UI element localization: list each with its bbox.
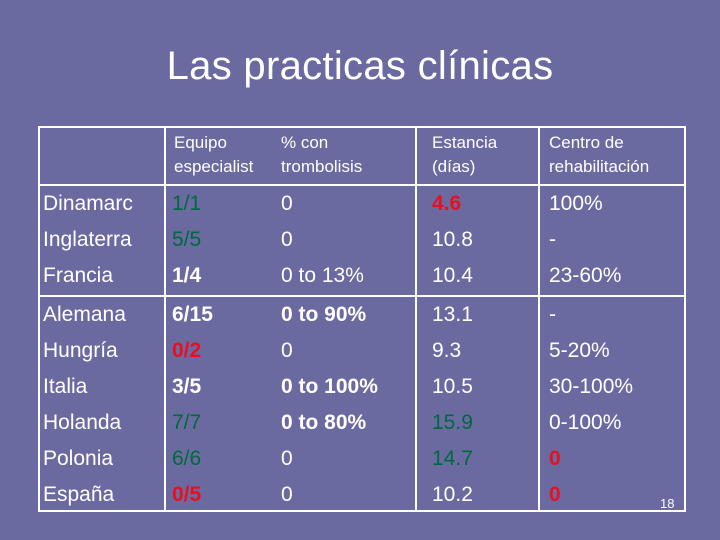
table-border-right [684,126,686,512]
header-equipo: Equipo especialist [174,133,254,176]
equipo-cell: 6/6 [172,447,202,470]
trombolisis-cell: 0 [281,483,293,506]
centro-cell: 100% [549,192,603,215]
column-divider [415,126,417,512]
header-divider [38,184,686,186]
column-divider [164,126,166,512]
centro-cell: 23-60% [549,264,622,287]
estancia-cell: 10.8 [432,228,473,251]
centro-cell: 0-100% [549,411,622,434]
country-cell: Holanda [43,411,122,434]
equipo-cell: 0/5 [172,483,202,506]
country-cell: Hungría [43,339,118,362]
estancia-cell: 10.5 [432,375,473,398]
trombolisis-cell: 0 to 90% [281,303,367,326]
table-border-bottom [38,510,686,512]
estancia-cell: 4.6 [432,192,462,215]
trombolisis-cell: 0 [281,192,293,215]
country-cell: Dinamarc [43,192,133,215]
table-border-left [38,126,40,512]
equipo-cell: 0/2 [172,339,202,362]
estancia-cell: 14.7 [432,447,473,470]
column-divider [538,126,540,512]
estancia-cell: 10.4 [432,264,473,287]
equipo-cell: 7/7 [172,411,202,434]
table-border-top [38,126,686,128]
trombolisis-cell: 0 [281,447,293,470]
estancia-cell: 9.3 [432,339,462,362]
centro-cell: 30-100% [549,375,634,398]
centro-cell: 0 [549,483,561,506]
country-cell: Francia [43,264,114,287]
equipo-cell: 3/5 [172,375,202,398]
trombolisis-cell: 0 to 100% [281,375,378,398]
centro-cell: 0 [549,447,561,470]
country-cell: Italia [43,375,88,398]
header-centro: Centro de rehabilitación [549,133,650,176]
centro-cell: - [549,303,556,326]
country-cell: Polonia [43,447,114,470]
equipo-cell: 5/5 [172,228,202,251]
country-cell: España [43,483,115,506]
estancia-cell: 10.2 [432,483,473,506]
centro-cell: - [549,228,556,251]
estancia-cell: 15.9 [432,411,473,434]
page-number: 18 [660,496,675,511]
trombolisis-cell: 0 [281,228,293,251]
trombolisis-cell: 0 to 13% [281,264,364,287]
centro-cell: 5-20% [549,339,610,362]
equipo-cell: 1/1 [172,192,202,215]
group-divider [38,295,686,297]
header-estancia: Estancia (días) [432,133,498,176]
data-table: Equipo especialist % con trombolisis Est… [38,126,686,512]
page-title: Las practicas clínicas [166,44,554,88]
equipo-cell: 1/4 [172,264,202,287]
trombolisis-cell: 0 [281,339,293,362]
trombolisis-cell: 0 to 80% [281,411,367,434]
estancia-cell: 13.1 [432,303,473,326]
equipo-cell: 6/15 [172,303,213,326]
country-cell: Inglaterra [43,228,132,251]
header-trombolisis: % con trombolisis [281,133,363,176]
country-cell: Alemana [43,303,126,326]
